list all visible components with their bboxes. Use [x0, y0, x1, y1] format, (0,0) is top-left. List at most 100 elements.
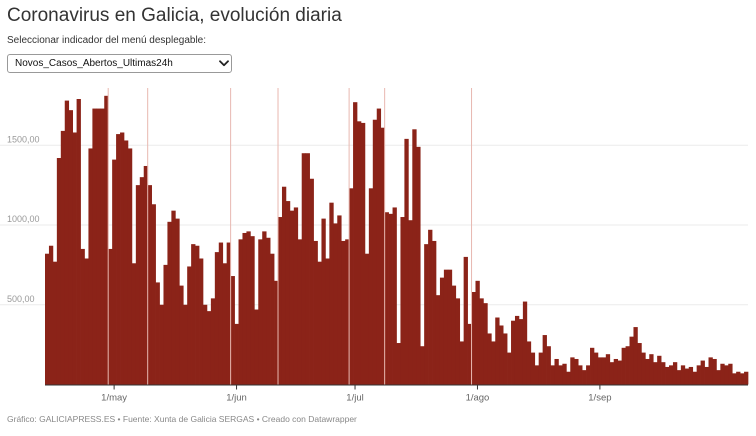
bar[interactable] [163, 264, 168, 385]
bar[interactable] [412, 129, 417, 385]
bar[interactable] [546, 346, 551, 385]
bar[interactable] [601, 357, 607, 385]
bar[interactable] [353, 102, 358, 385]
bar[interactable] [230, 276, 235, 385]
bar[interactable] [167, 221, 172, 385]
bar[interactable] [637, 343, 642, 385]
bar[interactable] [487, 333, 492, 385]
bar[interactable] [392, 207, 397, 385]
bar[interactable] [617, 360, 622, 385]
bar[interactable] [56, 158, 62, 385]
bar[interactable] [511, 320, 516, 385]
bar[interactable] [191, 244, 196, 385]
bar[interactable] [680, 365, 686, 385]
bar[interactable] [313, 240, 318, 385]
bar[interactable] [582, 370, 587, 385]
bar[interactable] [254, 309, 259, 385]
bar[interactable] [48, 245, 54, 385]
bar[interactable] [270, 253, 275, 385]
bar[interactable] [64, 100, 70, 385]
bar[interactable] [400, 217, 405, 385]
bar[interactable] [712, 358, 717, 385]
bar[interactable] [281, 186, 287, 385]
bar[interactable] [593, 352, 599, 385]
bar[interactable] [380, 127, 385, 385]
bar[interactable] [293, 207, 299, 385]
bar[interactable] [187, 266, 192, 385]
bar[interactable] [104, 95, 109, 385]
bar[interactable] [301, 153, 307, 385]
bar[interactable] [495, 317, 500, 385]
bar[interactable] [728, 363, 733, 385]
bar[interactable] [661, 362, 666, 385]
bar[interactable] [234, 323, 239, 385]
bar[interactable] [183, 304, 188, 385]
bar[interactable] [210, 298, 216, 385]
bar[interactable] [179, 285, 184, 385]
bar[interactable] [542, 335, 547, 385]
bar[interactable] [112, 159, 117, 385]
bar[interactable] [147, 185, 152, 385]
bar[interactable] [665, 366, 670, 385]
bar[interactable] [629, 336, 634, 385]
bar[interactable] [605, 354, 611, 385]
bar[interactable] [676, 370, 682, 385]
bar[interactable] [657, 355, 662, 385]
bar[interactable] [534, 365, 540, 385]
bar[interactable] [459, 341, 464, 385]
bar[interactable] [143, 165, 149, 385]
bar[interactable] [696, 365, 701, 385]
bar[interactable] [285, 201, 291, 385]
bar[interactable] [475, 280, 480, 385]
bar[interactable] [68, 110, 73, 385]
bar[interactable] [96, 108, 101, 385]
bar[interactable] [238, 239, 243, 385]
bar[interactable] [578, 365, 583, 385]
bar[interactable] [479, 298, 484, 385]
bar[interactable] [416, 146, 421, 385]
bar[interactable] [317, 261, 322, 385]
bar[interactable] [550, 365, 555, 385]
bar[interactable] [613, 358, 619, 385]
bar[interactable] [740, 373, 745, 385]
bar[interactable] [372, 119, 378, 385]
bar[interactable] [88, 148, 93, 385]
bar[interactable] [222, 263, 228, 385]
bar[interactable] [274, 280, 279, 385]
bar[interactable] [700, 360, 705, 385]
bar[interactable] [424, 244, 429, 385]
bar[interactable] [199, 258, 204, 385]
bar[interactable] [716, 370, 721, 385]
bar[interactable] [202, 304, 208, 385]
bar[interactable] [92, 108, 97, 385]
bar[interactable] [736, 371, 741, 385]
bar[interactable] [116, 134, 121, 385]
bar[interactable] [653, 362, 658, 385]
bar[interactable] [45, 253, 50, 385]
bar[interactable] [297, 239, 303, 385]
bar[interactable] [669, 365, 674, 385]
bar[interactable] [266, 237, 271, 385]
chevron-down-icon[interactable] [217, 55, 231, 72]
bar[interactable] [384, 212, 389, 385]
bar[interactable] [329, 202, 334, 385]
bar[interactable] [289, 210, 295, 385]
bar[interactable] [218, 242, 224, 385]
bar[interactable] [704, 366, 709, 385]
bar[interactable] [672, 362, 678, 385]
bar[interactable] [522, 301, 528, 385]
bar[interactable] [530, 352, 536, 385]
bar[interactable] [123, 140, 129, 385]
bar[interactable] [84, 258, 89, 385]
indicator-select[interactable]: Novos_Casos_Abertos_Ultimas24h [7, 54, 232, 73]
bar[interactable] [562, 363, 567, 385]
bar[interactable] [151, 204, 156, 385]
bar[interactable] [195, 245, 200, 385]
bar[interactable] [720, 363, 725, 385]
bar[interactable] [447, 269, 453, 385]
bar[interactable] [507, 352, 512, 385]
bar[interactable] [139, 177, 145, 385]
bar[interactable] [80, 248, 85, 385]
bar[interactable] [76, 99, 81, 385]
bar[interactable] [503, 333, 508, 385]
